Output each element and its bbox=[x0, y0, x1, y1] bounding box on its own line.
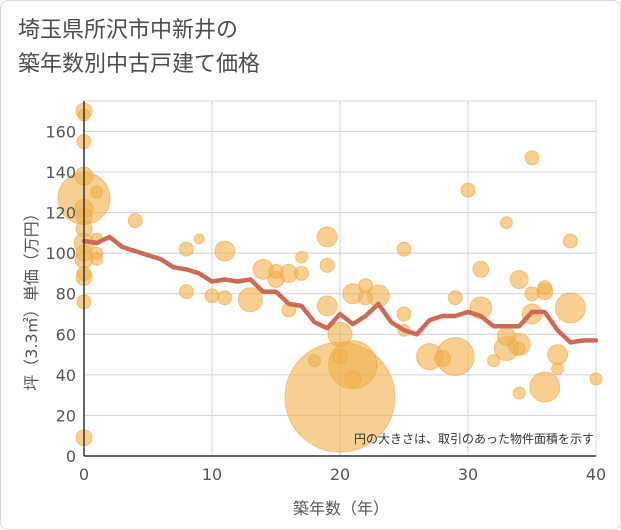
bubble-point bbox=[332, 349, 348, 365]
bubble-point bbox=[316, 226, 338, 248]
average-price-line bbox=[81, 234, 599, 345]
bubble-point bbox=[529, 371, 561, 403]
bubble-point bbox=[294, 265, 310, 281]
bubble-point bbox=[358, 290, 374, 306]
bubble-point bbox=[487, 354, 501, 368]
y-tick-label: 80 bbox=[56, 285, 76, 304]
tick-labels: 0 10 20 30 40 0 20 40 60 80 100 120 140 160 bbox=[45, 122, 606, 484]
x-tick-label: 20 bbox=[330, 465, 350, 484]
y-tick-label: 60 bbox=[56, 325, 76, 344]
bubble-point bbox=[460, 182, 476, 198]
bubble-point bbox=[433, 350, 451, 368]
title-line-2: 築年数別中古戸建て価格 bbox=[18, 52, 261, 77]
bubble-point bbox=[319, 257, 335, 273]
bubble-point bbox=[509, 270, 529, 290]
bubble-point bbox=[447, 290, 463, 306]
chart-title: 埼玉県所沢市中新井の 築年数別中古戸建て価格 bbox=[18, 14, 260, 82]
bubble-point bbox=[496, 326, 516, 346]
x-axis-title: 築年数（年） bbox=[293, 499, 389, 518]
bubble-layer bbox=[57, 102, 603, 453]
y-axis-title: 坪（3.3㎡）単価（万円） bbox=[22, 205, 41, 390]
y-tick-label: 20 bbox=[56, 406, 76, 425]
x-tick-label: 40 bbox=[586, 465, 606, 484]
bubble-point bbox=[307, 354, 321, 368]
trend-line-layer bbox=[81, 234, 599, 345]
bubble-point bbox=[178, 284, 194, 300]
y-tick-label: 0 bbox=[66, 447, 76, 466]
bubble-point bbox=[217, 290, 233, 306]
bubble-point bbox=[237, 287, 263, 313]
bubble-point bbox=[512, 386, 526, 400]
bubble-point bbox=[90, 252, 104, 266]
bubble-point bbox=[589, 372, 603, 386]
bubble-point bbox=[295, 250, 309, 264]
title-line-1: 埼玉県所沢市中新井の bbox=[18, 18, 239, 43]
y-tick-label: 100 bbox=[45, 244, 76, 263]
x-tick-label: 0 bbox=[79, 465, 89, 484]
bubble-point bbox=[554, 292, 586, 324]
bubble-point bbox=[537, 280, 553, 296]
axes bbox=[83, 101, 596, 457]
bubble-point bbox=[193, 233, 205, 245]
y-tick-label: 140 bbox=[45, 163, 76, 182]
bubble-point bbox=[562, 233, 578, 249]
bubble-point bbox=[127, 213, 143, 229]
bubble-point bbox=[472, 260, 490, 278]
bubble-point bbox=[316, 295, 338, 317]
y-tick-label: 120 bbox=[45, 204, 76, 223]
bubble-point bbox=[547, 344, 569, 366]
bubble-point bbox=[524, 150, 540, 166]
bubble-point bbox=[204, 288, 220, 304]
bubble-point bbox=[551, 362, 565, 376]
bubble-size-note: 円の大きさは、取引のあった物件面積を示す bbox=[354, 431, 594, 446]
bubble-point bbox=[327, 321, 353, 347]
y-tick-label: 160 bbox=[45, 122, 76, 141]
x-tick-label: 30 bbox=[458, 465, 478, 484]
bubble-point bbox=[214, 240, 236, 262]
bubble-point bbox=[396, 241, 412, 257]
x-tick-label: 10 bbox=[202, 465, 222, 484]
bubble-point bbox=[499, 216, 513, 230]
bubble-point bbox=[344, 370, 362, 388]
bubble-point bbox=[178, 241, 194, 257]
bubble-point bbox=[90, 185, 104, 199]
bubble-point bbox=[268, 263, 284, 279]
y-tick-label: 40 bbox=[56, 366, 76, 385]
bubble-point bbox=[512, 341, 526, 355]
bubble-point bbox=[524, 286, 540, 302]
bubble-point bbox=[396, 306, 412, 322]
